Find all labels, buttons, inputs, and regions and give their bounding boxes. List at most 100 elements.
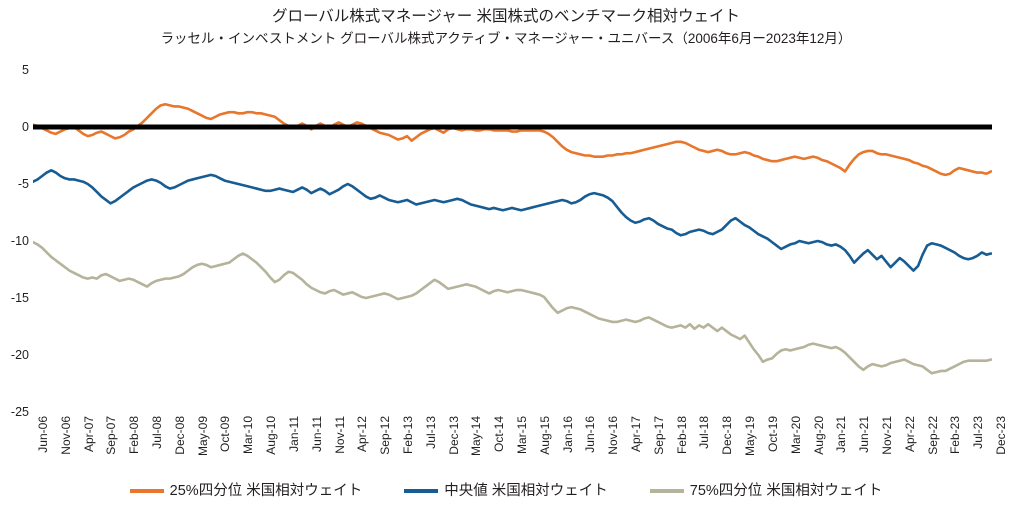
x-axis-tick-label: Jul-23	[971, 416, 986, 449]
y-axis-tick-label: 0	[22, 120, 29, 134]
page-title: グローバル株式マネージャー 米国株式のベンチマーク相対ウェイト	[271, 8, 741, 25]
x-axis-tick: Jul-08	[140, 414, 164, 476]
x-axis-tick-label: Mar-20	[788, 416, 803, 455]
x-axis-tick: Aug-15	[528, 414, 552, 476]
x-axis-tick: Sep-07	[94, 414, 118, 476]
x-axis-tick: Mar-10	[231, 414, 255, 476]
legend-item-label: 75%四分位 米国相対ウェイト	[689, 483, 883, 499]
x-axis-tick: Aug-20	[802, 414, 826, 476]
x-axis-tick: Jul-18	[687, 414, 711, 476]
x-axis: Jun-06 Nov-06 Apr-07 Sep-07 Feb-08 Jul-08 Dec-…	[33, 414, 1008, 476]
x-axis-tick: Dec-08	[163, 414, 187, 476]
x-axis-tick-label: Jan-16	[560, 416, 575, 453]
x-axis-tick-label: Jul-18	[697, 416, 712, 449]
y-axis-tick-label: -5	[17, 177, 29, 191]
plot-area	[33, 70, 992, 412]
x-axis-tick-label: Dec-08	[172, 416, 187, 455]
x-axis-tick-label: Mar-10	[241, 416, 256, 455]
x-axis-tick: Apr-22	[893, 414, 917, 476]
title-block: グローバル株式マネージャー 米国株式のベンチマーク相対ウェイト ラッセル・インベ…	[0, 6, 1012, 49]
x-axis-tick: Mar-15	[505, 414, 529, 476]
y-axis-tick-label: -20	[10, 348, 29, 362]
x-axis-tick: Jun-06	[26, 414, 50, 476]
x-axis-tick-label: Nov-16	[606, 416, 621, 455]
x-axis-tick-label: Sep-12	[378, 416, 393, 455]
x-axis-tick-label: Apr-17	[629, 416, 644, 453]
x-axis-tick-label: May-09	[195, 416, 210, 457]
x-axis-tick-label: Feb-18	[674, 416, 689, 455]
x-axis-tick: Sep-17	[642, 414, 666, 476]
x-axis-tick-label: Jul-08	[150, 416, 165, 449]
x-axis-tick-label: Nov-21	[879, 416, 894, 455]
x-axis-tick: Apr-07	[72, 414, 96, 476]
x-axis-tick-label: Mar-15	[515, 416, 529, 455]
x-axis-tick: Oct-09	[208, 414, 232, 476]
x-axis-tick-label: Jan-21	[834, 416, 849, 453]
x-axis-tick-label: Aug-15	[537, 416, 552, 455]
legend-item-label: 25%四分位 米国相対ウェイト	[169, 483, 363, 499]
x-axis-tick-label: Jan-11	[286, 416, 301, 452]
x-axis-tick: Feb-13	[391, 414, 415, 476]
legend-item-1[interactable]: 中央値 米国相対ウェイト	[404, 482, 608, 500]
x-axis-tick-label: Jun-16	[583, 416, 598, 453]
x-axis-tick-label: Dec-13	[446, 416, 461, 455]
x-axis-tick-label: Sep-07	[104, 416, 119, 455]
x-axis-tick: Feb-23	[938, 414, 962, 476]
legend-item-2[interactable]: 75%四分位 米国相対ウェイト	[649, 482, 883, 500]
x-axis-tick-label: Jun-11	[309, 416, 324, 452]
x-axis-tick-label: Apr-12	[355, 416, 370, 453]
x-axis-tick-label: Jul-13	[423, 416, 438, 449]
x-axis-tick-label: Aug-10	[264, 416, 279, 455]
x-axis-tick-label: Sep-22	[925, 416, 940, 455]
x-axis-tick: May-09	[186, 414, 210, 476]
chart-legend: 25%四分位 米国相対ウェイト 中央値 米国相対ウェイト 75%四分位 米国相対ウェ…	[0, 482, 1012, 500]
x-axis-tick: Jun-16	[573, 414, 597, 476]
x-axis-tick: Jun-21	[847, 414, 871, 476]
x-axis-tick: Jan-21	[824, 414, 848, 476]
y-axis-tick-label: -10	[10, 234, 29, 248]
y-axis-tick-label: 5	[22, 63, 29, 77]
x-axis-tick-label: Dec-23	[994, 416, 1008, 455]
x-axis-tick: Dec-18	[710, 414, 734, 476]
y-axis-tick-label: -15	[10, 291, 29, 305]
x-axis-tick: Jan-16	[551, 414, 575, 476]
legend-item-0[interactable]: 25%四分位 米国相対ウェイト	[129, 482, 363, 500]
x-axis-tick: Feb-18	[665, 414, 689, 476]
x-axis-tick: Sep-22	[916, 414, 940, 476]
x-axis-tick: Sep-12	[368, 414, 392, 476]
x-axis-tick: Nov-06	[49, 414, 73, 476]
x-axis-tick-label: Oct-14	[492, 416, 507, 453]
x-axis-tick: Nov-21	[870, 414, 894, 476]
series-line-2	[33, 240, 992, 375]
legend-item-label: 中央値 米国相対ウェイト	[444, 483, 608, 499]
x-axis-tick-label: Dec-18	[720, 416, 735, 455]
x-axis-tick: May-14	[459, 414, 483, 476]
x-axis-tick-label: Feb-08	[127, 416, 142, 455]
y-axis: 5 0 -5 -10 -15 -20 -25	[0, 64, 29, 419]
x-axis-tick-label: Oct-09	[218, 416, 233, 453]
x-axis-tick: Oct-19	[756, 414, 780, 476]
x-axis-tick-label: Apr-22	[902, 416, 917, 453]
legend-swatch-icon	[404, 489, 439, 493]
x-axis-tick-label: Jun-06	[36, 416, 50, 453]
series-line-0	[33, 102, 992, 177]
x-axis-tick: Jan-11	[277, 414, 301, 476]
x-axis-tick-label: May-14	[469, 416, 484, 457]
chart-subtitle: ラッセル・インベストメント グローバル株式アクティブ・マネージャー・ユニバース（…	[160, 31, 852, 46]
x-axis-tick: Jul-23	[961, 414, 985, 476]
x-axis-tick: Dec-23	[984, 414, 1008, 476]
line-chart-svg	[33, 102, 992, 375]
x-axis-tick-label: May-19	[743, 416, 758, 457]
x-axis-tick-label: Feb-13	[400, 416, 415, 455]
x-axis-tick: Mar-20	[779, 414, 803, 476]
x-axis-tick-label: Nov-06	[58, 416, 73, 455]
x-axis-tick: Nov-11	[323, 414, 347, 476]
x-axis-tick: Feb-08	[117, 414, 141, 476]
x-axis-tick: Aug-10	[254, 414, 278, 476]
x-axis-tick-label: Apr-07	[81, 416, 96, 453]
x-axis-tick: Nov-16	[596, 414, 620, 476]
x-axis-tick-label: Aug-20	[811, 416, 826, 455]
x-axis-tick-label: Jun-21	[857, 416, 872, 453]
y-axis-tick-label: -25	[10, 405, 29, 419]
